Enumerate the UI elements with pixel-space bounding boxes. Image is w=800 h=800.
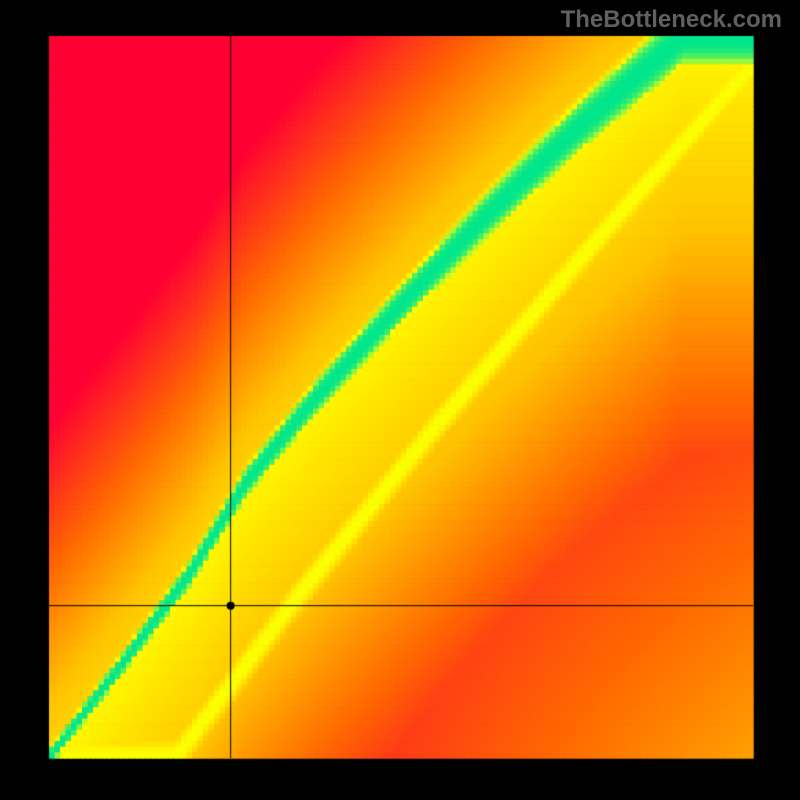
bottleneck-heatmap: [0, 0, 800, 800]
chart-container: TheBottleneck.com: [0, 0, 800, 800]
watermark-label: TheBottleneck.com: [561, 6, 782, 34]
